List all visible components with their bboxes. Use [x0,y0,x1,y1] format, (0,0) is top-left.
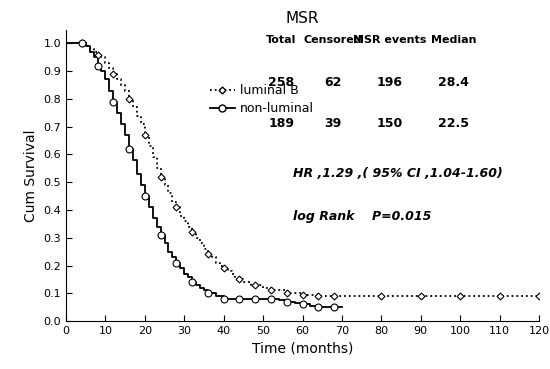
Text: log Rank    P=0.015: log Rank P=0.015 [293,210,431,223]
Text: 39: 39 [324,117,342,130]
Text: Censored: Censored [304,35,362,45]
Text: 196: 196 [377,76,403,89]
Title: MSR: MSR [286,11,319,25]
Text: Median: Median [431,35,477,45]
Text: MSR events: MSR events [353,35,427,45]
Text: HR ,1.29 ,( 95% CI ,1.04-1.60): HR ,1.29 ,( 95% CI ,1.04-1.60) [293,166,503,180]
Legend: luminal B, non-luminal: luminal B, non-luminal [205,79,318,121]
Text: 62: 62 [324,76,342,89]
Y-axis label: Cum Survival: Cum Survival [24,129,38,221]
Text: 189: 189 [268,117,294,130]
Text: 258: 258 [268,76,294,89]
Text: 22.5: 22.5 [438,117,469,130]
Text: 150: 150 [377,117,403,130]
Text: 28.4: 28.4 [438,76,469,89]
X-axis label: Time (months): Time (months) [252,341,353,355]
Text: Total: Total [266,35,296,45]
